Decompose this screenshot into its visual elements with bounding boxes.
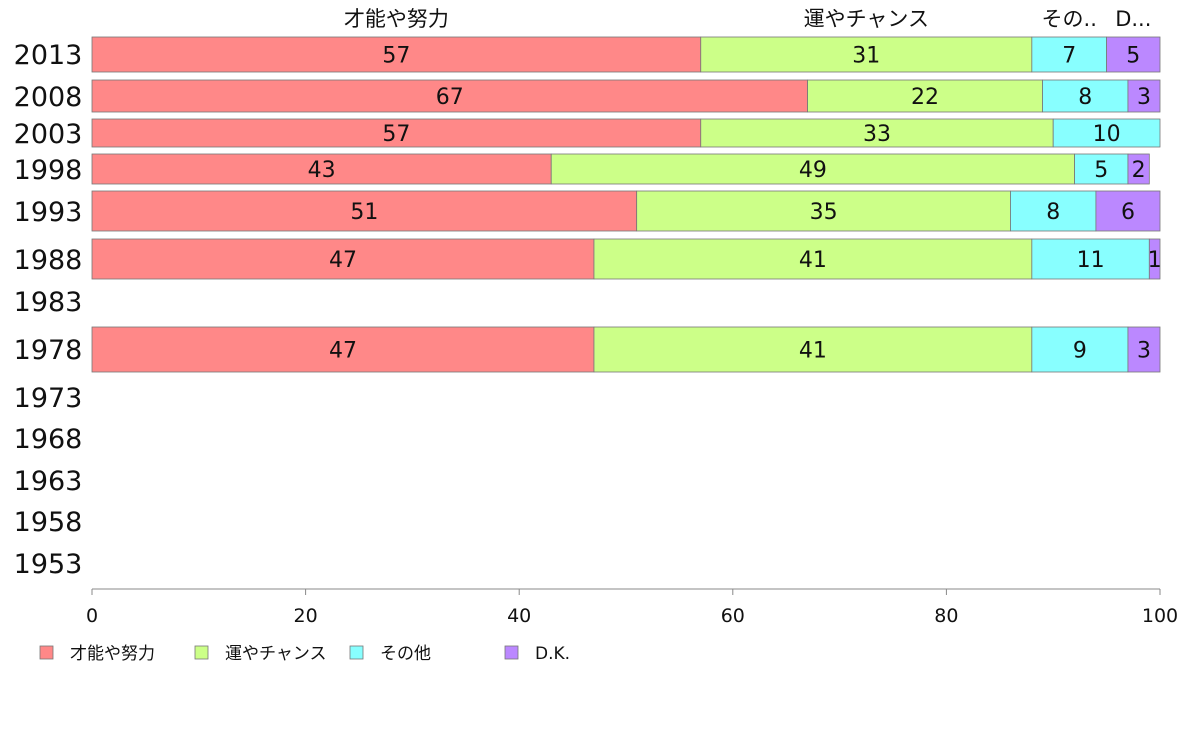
bar-value-label: 3 [1137,85,1151,110]
x-tick-label: 20 [294,605,318,627]
legend-label: D.K. [535,644,570,664]
bar-value-label: 6 [1121,200,1135,225]
bar-value-label: 7 [1062,44,1076,69]
year-label: 1983 [14,287,83,318]
bar-value-label: 33 [863,122,891,147]
year-label: 1958 [14,507,83,538]
bar-segment [91,190,638,232]
bar-segment [91,118,702,148]
year-label: 1968 [14,424,83,455]
bar-segment [636,190,1011,232]
bar-value-label: 1 [1148,248,1162,273]
bar-value-label: 47 [329,248,357,273]
bar-value-label: 5 [1094,158,1108,183]
bar-segment [1031,326,1129,373]
x-tick-label: 80 [934,605,958,627]
bar-segment [593,238,1033,280]
bar-value-label: 51 [350,200,378,225]
bar-value-label: 31 [852,44,880,69]
bar-value-label: 41 [799,248,827,273]
bar-segment [1042,79,1129,113]
bar-segment [1031,238,1150,280]
bar-segment [593,326,1033,373]
legend-label: 運やチャンス [225,644,327,664]
x-tick-label: 60 [721,605,745,627]
bar-segment [700,36,1033,73]
bar-value-label: 47 [329,339,357,364]
legend-label: その他 [380,644,431,664]
year-label: 1978 [14,335,83,366]
year-label: 2008 [14,82,83,113]
legend-swatch [349,645,364,660]
year-label: 2003 [14,119,83,150]
bar-value-label: 5 [1126,44,1140,69]
bar-value-label: 41 [799,339,827,364]
bar-value-label: 57 [382,122,410,147]
bar-segment [91,79,808,113]
bar-segment [1106,36,1161,73]
bar-segment [1127,153,1150,185]
bar-value-label: 3 [1137,339,1151,364]
top-series-label: その.. [1042,7,1097,31]
top-series-label: 運やチャンス [804,7,929,31]
bar-segment [807,79,1043,113]
bar-value-label: 43 [308,158,336,183]
bar-value-label: 49 [799,158,827,183]
bar-value-label: 8 [1078,85,1092,110]
bar-segment [1010,190,1097,232]
year-label: 1953 [14,549,83,580]
year-label: 1988 [14,245,83,276]
year-label: 1998 [14,155,83,186]
bar-segment [1052,118,1161,148]
bar-segment [91,153,552,185]
bar-segment [1127,326,1161,373]
bar-value-label: 2 [1132,158,1146,183]
bar-segment [91,326,595,373]
legend-label: 才能や努力 [70,644,155,664]
bar-value-label: 57 [382,44,410,69]
legend-swatch [39,645,54,660]
bar-segment [1148,238,1161,280]
year-label: 1963 [14,466,83,497]
bar-value-label: 10 [1093,122,1121,147]
x-tick-label: 40 [507,605,531,627]
bar-segment [700,118,1054,148]
top-series-label: D... [1115,7,1151,31]
bar-segment [91,238,595,280]
x-tick-label: 100 [1142,605,1178,627]
bar-segment [1095,190,1161,232]
bar-segment [1031,36,1107,73]
legend-swatch [504,645,519,660]
bar-segment [1127,79,1161,113]
bar-value-label: 35 [810,200,838,225]
bar-value-label: 11 [1077,248,1105,273]
bar-value-label: 8 [1046,200,1060,225]
legend-swatch [194,645,209,660]
year-label: 1993 [14,197,83,228]
bar-segment [1074,153,1129,185]
bar-value-label: 9 [1073,339,1087,364]
bar-value-label: 67 [436,85,464,110]
top-series-label: 才能や努力 [344,7,449,31]
bar-value-label: 22 [911,85,939,110]
year-label: 1973 [14,383,83,414]
bar-segment [91,36,702,73]
year-label: 2013 [14,40,83,71]
bar-segment [550,153,1075,185]
x-tick-label: 0 [86,605,98,627]
